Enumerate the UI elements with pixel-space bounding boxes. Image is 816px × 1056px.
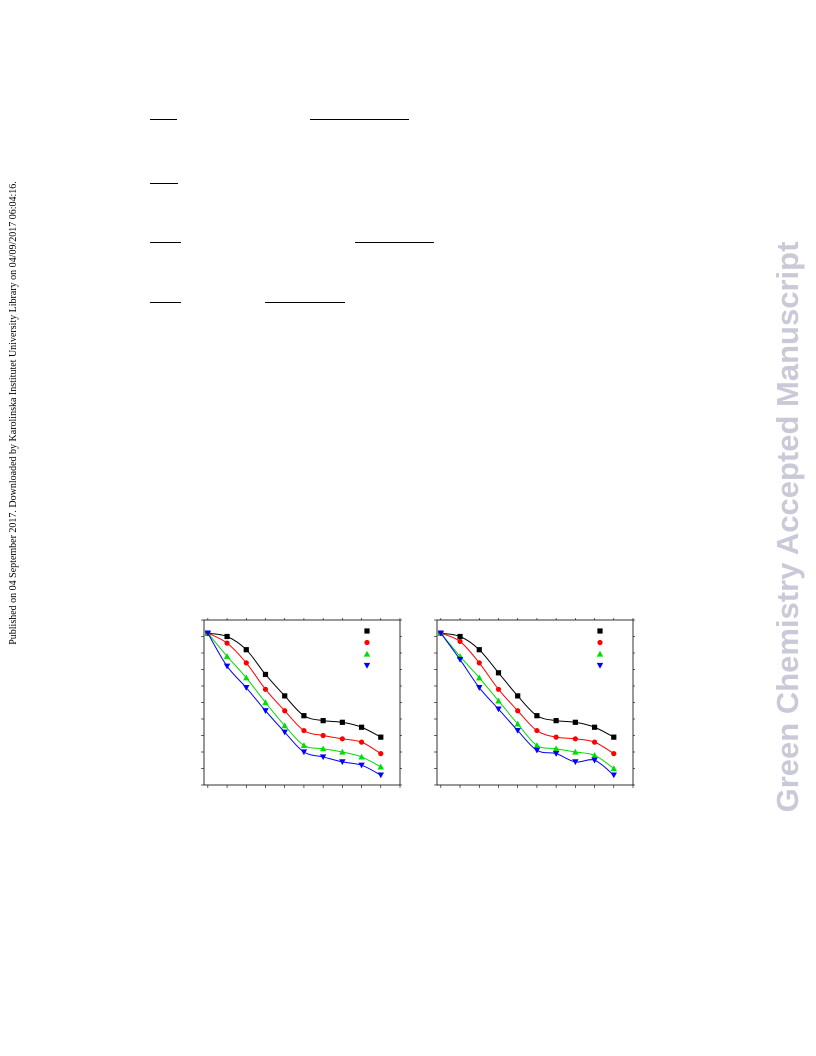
marker	[339, 748, 346, 755]
marker	[300, 749, 308, 756]
marker	[457, 638, 463, 645]
marker	[533, 747, 541, 754]
chart	[434, 618, 635, 788]
marker	[495, 686, 502, 692]
marker	[476, 685, 483, 691]
marker	[572, 719, 578, 725]
marker	[377, 772, 384, 779]
fit-curve	[440, 632, 615, 755]
rules	[150, 119, 434, 303]
marker	[457, 633, 463, 640]
marker	[358, 762, 365, 769]
marker	[572, 736, 578, 742]
marker	[243, 647, 249, 653]
marker	[224, 640, 230, 646]
marker	[515, 708, 521, 714]
marker	[495, 706, 502, 713]
marker	[377, 763, 384, 770]
marker	[282, 708, 288, 714]
marker	[611, 734, 617, 740]
marker	[320, 718, 326, 724]
marker	[224, 633, 230, 640]
marker	[378, 751, 384, 757]
marker	[610, 765, 617, 772]
marker	[378, 734, 384, 740]
marker	[610, 772, 617, 779]
watermark: Green Chemistry Accepted Manuscript	[770, 242, 805, 813]
legend-marker	[363, 650, 371, 657]
plot-frame	[203, 619, 401, 786]
marker	[262, 699, 269, 706]
marker	[534, 713, 540, 719]
marker	[572, 759, 579, 766]
marker	[514, 727, 521, 734]
legend-marker	[596, 650, 604, 657]
marker	[300, 742, 308, 748]
legend-marker	[363, 662, 371, 669]
marker	[358, 753, 365, 760]
marker	[476, 660, 482, 666]
marker	[204, 630, 212, 637]
marker	[553, 734, 559, 740]
legend-marker	[596, 662, 604, 669]
marker	[319, 745, 327, 752]
figure	[201, 618, 635, 788]
marker	[339, 719, 345, 725]
marker	[437, 630, 445, 637]
marker	[281, 729, 288, 736]
legend-marker	[364, 628, 370, 634]
marker	[515, 693, 521, 699]
marker	[262, 708, 269, 714]
marker	[262, 671, 269, 678]
marker	[476, 647, 482, 653]
marker	[495, 670, 502, 676]
marker	[243, 660, 249, 666]
marker	[591, 724, 598, 730]
marker	[533, 742, 541, 748]
chart	[201, 618, 402, 788]
marker	[591, 739, 598, 745]
marker	[514, 720, 521, 727]
marker	[339, 759, 346, 766]
legend-marker	[597, 639, 603, 646]
fit-curve	[207, 632, 382, 755]
fit-curve	[440, 632, 615, 776]
marker	[572, 748, 579, 755]
marker	[591, 752, 598, 758]
marker	[358, 724, 365, 730]
marker	[223, 663, 231, 670]
marker	[243, 674, 250, 681]
fit-curve	[207, 632, 382, 776]
marker	[552, 751, 560, 757]
marker	[339, 736, 345, 742]
fit-curve	[207, 632, 382, 738]
fit-curve	[440, 632, 615, 738]
marker	[495, 697, 502, 704]
marker	[281, 722, 288, 729]
fit-curve	[440, 632, 615, 769]
marker	[456, 657, 464, 663]
marker	[358, 739, 365, 745]
fit-curve	[207, 632, 382, 768]
marker	[320, 732, 326, 739]
marker	[319, 754, 327, 761]
marker	[611, 751, 617, 757]
marker	[243, 685, 250, 691]
marker	[223, 653, 231, 659]
marker	[262, 686, 269, 692]
legend-marker	[364, 639, 370, 646]
marker	[553, 718, 559, 724]
marker	[301, 727, 307, 734]
marker	[534, 727, 540, 734]
legend-marker	[597, 628, 603, 634]
marker	[552, 745, 560, 752]
marker	[591, 757, 598, 764]
marker	[282, 693, 288, 699]
marker	[301, 713, 307, 719]
marker	[476, 674, 483, 681]
download-note: Published on 04 September 2017. Download…	[8, 181, 19, 645]
